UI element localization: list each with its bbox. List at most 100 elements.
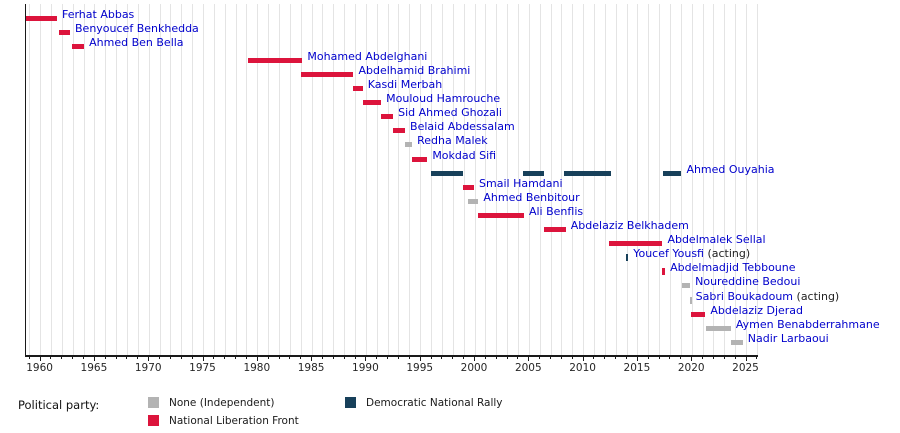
gridline-1997 xyxy=(441,4,443,355)
gridline-1978 xyxy=(235,4,237,355)
person-name: Nadir Larbaoui xyxy=(747,331,829,345)
axis-tick-1961 xyxy=(50,356,52,359)
term-bar xyxy=(462,184,474,190)
axis-tick-label-1990: 1990 xyxy=(352,362,379,374)
gridline-1961 xyxy=(50,4,52,355)
term-bar xyxy=(662,268,665,276)
person-label: Abdelmalek Sellal xyxy=(667,233,765,246)
axis-tick-label-2005: 2005 xyxy=(514,362,542,374)
gridline-1960 xyxy=(40,4,42,355)
person-name: Abdelmadjid Tebboune xyxy=(670,261,796,275)
axis-tick-1991 xyxy=(376,356,378,359)
axis-tick-1964 xyxy=(83,356,85,359)
term-bar xyxy=(467,198,479,204)
axis-tick-2018 xyxy=(669,356,671,359)
gridline-1964 xyxy=(83,4,85,355)
axis-tick-label-2000: 2000 xyxy=(460,362,488,374)
gridline-1991 xyxy=(376,4,378,355)
term-bar xyxy=(381,114,394,120)
person-label: Ahmed Benbitour xyxy=(483,191,579,204)
axis-tick-1999 xyxy=(463,356,465,359)
person-name: Abdelhamid Brahimi xyxy=(358,63,471,77)
legend-title: Political party: xyxy=(18,398,100,412)
axis-tick-1998 xyxy=(452,356,454,359)
person-name: Kasdi Merbah xyxy=(367,78,443,91)
gridline-2021 xyxy=(702,4,704,355)
gridline-2005 xyxy=(528,4,530,355)
person-label: Abdelaziz Djerad xyxy=(710,304,803,317)
person-label: Abdelhamid Brahimi xyxy=(358,64,470,77)
person-name: Abdelaziz Djerad xyxy=(710,303,804,317)
axis-tick-1990 xyxy=(365,356,367,361)
gridline-2006 xyxy=(539,4,541,355)
gridline-2026 xyxy=(756,4,758,355)
axis-tick-2024 xyxy=(734,356,736,359)
axis-tick-1984 xyxy=(300,356,302,359)
gridline-2017 xyxy=(659,4,661,355)
gridline-1985 xyxy=(311,4,313,355)
axis-tick-1979 xyxy=(245,356,247,359)
term-bar xyxy=(405,142,413,148)
axis-tick-1962 xyxy=(61,356,63,359)
term-bar xyxy=(362,100,382,106)
axis-tick-1973 xyxy=(180,356,182,359)
gridline-1965 xyxy=(94,4,96,355)
gridline-1972 xyxy=(170,4,172,355)
axis-tick-1975 xyxy=(202,356,204,361)
axis-tick-1994 xyxy=(408,356,410,359)
axis-tick-label-2015: 2015 xyxy=(623,362,651,374)
gridline-1982 xyxy=(279,4,281,355)
axis-tick-label-1980: 1980 xyxy=(243,362,271,374)
axis-tick-1993 xyxy=(397,356,399,359)
axis-tick-1960 xyxy=(39,356,41,361)
gridline-2000 xyxy=(474,4,476,355)
gridline-1996 xyxy=(431,4,433,355)
gridline-2002 xyxy=(496,4,498,355)
gridline-2013 xyxy=(615,4,617,355)
axis-tick-1981 xyxy=(267,356,269,359)
axis-tick-1970 xyxy=(148,356,150,361)
person-label: Smail Hamdani xyxy=(479,177,563,190)
person-name: Abdelmalek Sellal xyxy=(667,233,766,247)
term-bar xyxy=(706,325,731,331)
person-name: Aymen Benabderrahmane xyxy=(735,317,880,331)
person-label: Kasdi Merbah xyxy=(368,78,443,91)
gridline-2012 xyxy=(604,4,606,355)
axis-tick-2010 xyxy=(582,356,584,361)
person-name: Mokdad Sifi xyxy=(432,148,497,162)
axis-tick-1985 xyxy=(311,356,313,361)
axis-tick-2016 xyxy=(647,356,649,359)
axis-tick-2025 xyxy=(745,356,747,361)
person-label: Ahmed Ouyahia xyxy=(686,163,774,176)
person-name: Ahmed Ouyahia xyxy=(686,162,775,176)
axis-tick-1971 xyxy=(159,356,161,359)
gridline-1979 xyxy=(246,4,248,355)
term-bar xyxy=(25,15,57,21)
person-label: Redha Malek xyxy=(417,134,488,147)
person-name: Ahmed Benbitour xyxy=(483,190,580,204)
x-axis-line xyxy=(25,355,758,357)
axis-tick-2022 xyxy=(712,356,714,359)
axis-tick-1968 xyxy=(126,356,128,359)
term-bar xyxy=(522,170,544,176)
term-bar xyxy=(430,170,464,176)
gridline-2001 xyxy=(485,4,487,355)
axis-tick-1974 xyxy=(191,356,193,359)
person-label: Ferhat Abbas xyxy=(62,8,134,21)
axis-tick-1996 xyxy=(430,356,432,359)
gridline-1999 xyxy=(463,4,465,355)
axis-tick-1976 xyxy=(213,356,215,359)
gridline-1971 xyxy=(159,4,161,355)
gridline-1967 xyxy=(116,4,118,355)
axis-tick-1969 xyxy=(137,356,139,359)
gridline-1975 xyxy=(203,4,205,355)
term-bar xyxy=(609,241,663,247)
gridline-1974 xyxy=(192,4,194,355)
axis-tick-1978 xyxy=(235,356,237,359)
gridline-1968 xyxy=(126,4,128,355)
term-bar xyxy=(689,296,692,304)
gridline-1986 xyxy=(322,4,324,355)
axis-tick-2019 xyxy=(680,356,682,359)
person-name: Sabri Boukadoum xyxy=(695,289,794,303)
